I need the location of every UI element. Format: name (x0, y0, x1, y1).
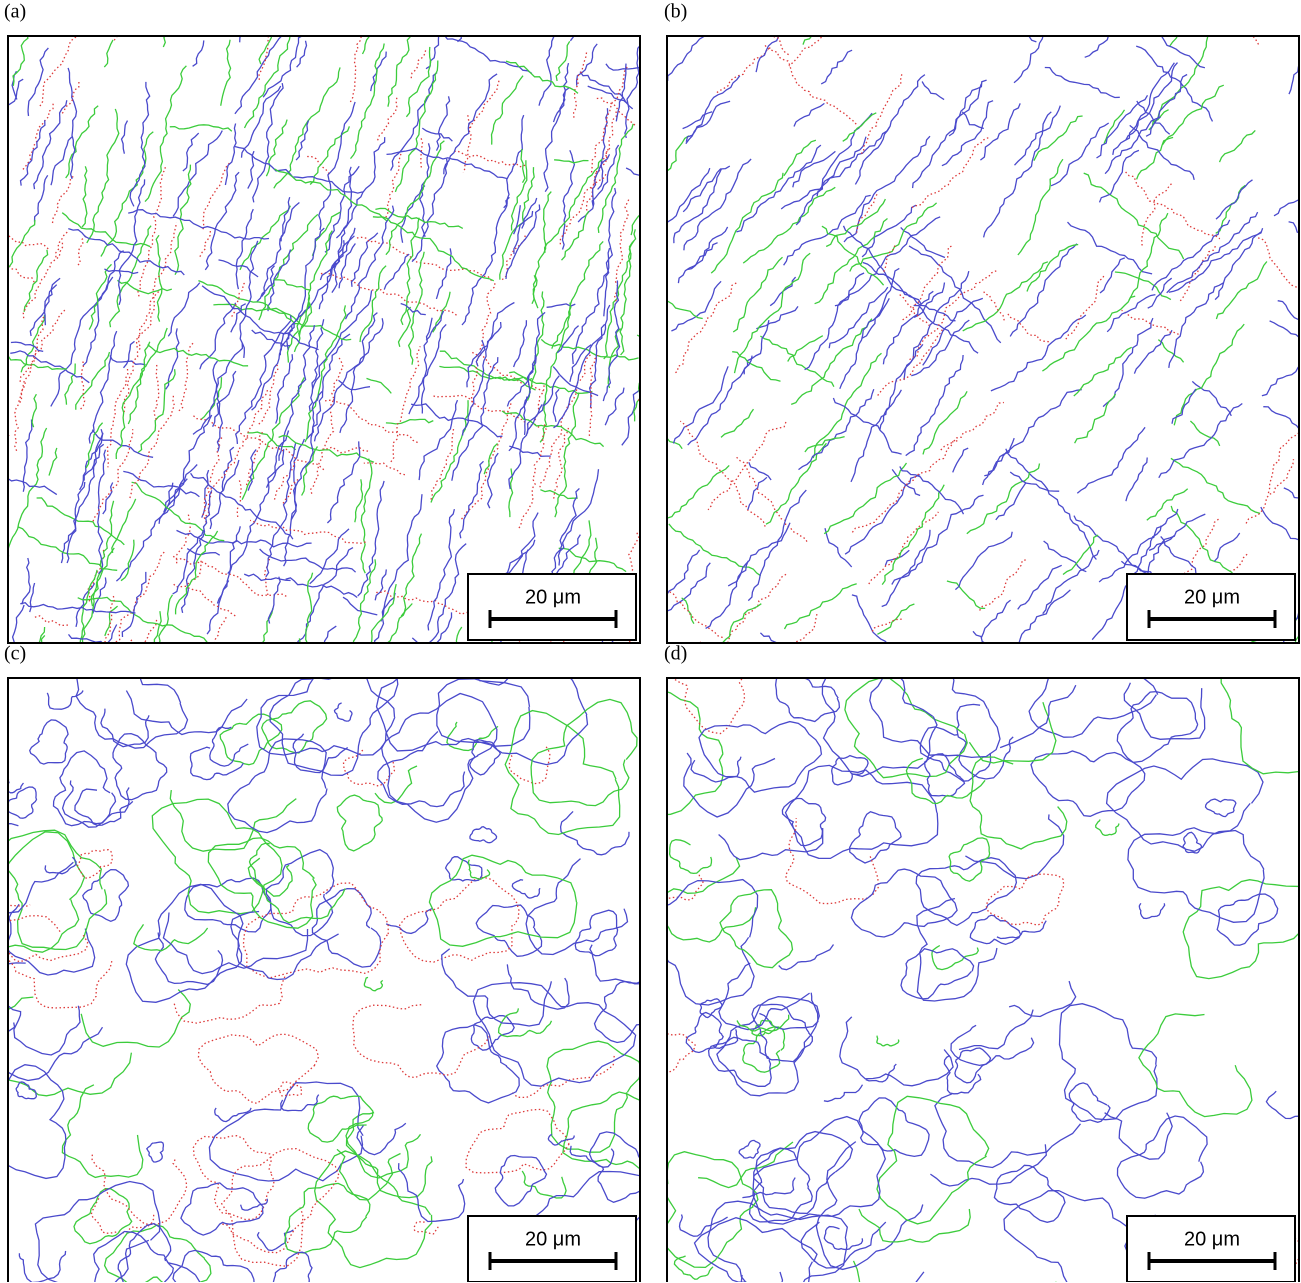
scale-bar-label: 20 μm (525, 586, 581, 608)
grain-boundary (114, 0, 134, 40)
boundaries (0, 0, 756, 762)
micrograph: 20 μm (624, 1, 1301, 695)
panel-label: (a) (4, 1, 26, 23)
scale-bar-label: 20 μm (1184, 1228, 1240, 1250)
scale-bar-label: 20 μm (525, 1228, 581, 1250)
boundaries (0, 652, 694, 1282)
micrograph: 20 μm (0, 0, 756, 762)
panel-label: (d) (664, 643, 687, 665)
grain-boundary (570, 0, 606, 41)
figure: (a) 20 μm (b) 20 μm (c) 20 μm (d) 20 μm (0, 0, 1301, 1282)
grain-boundary (700, 642, 763, 678)
page: {"panels": [ {"label": "(a)", "scale_bar… (0, 0, 1301, 1283)
panel-label: (b) (664, 1, 687, 23)
micrograph: 20 μm (619, 642, 1301, 1282)
background (8, 36, 640, 643)
boundaries (619, 642, 1301, 1282)
micrograph: 20 μm (0, 652, 694, 1282)
background (667, 678, 1299, 1282)
panel-label: (c) (4, 643, 26, 665)
scale-bar-label: 20 μm (1184, 586, 1240, 608)
